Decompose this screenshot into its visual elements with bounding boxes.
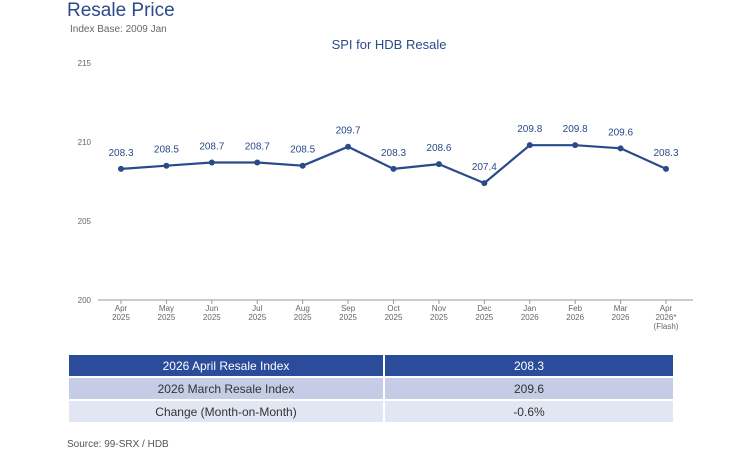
x-tick-label: 2025: [248, 313, 266, 322]
x-tick-label: 2025: [339, 313, 357, 322]
data-point: [299, 162, 306, 169]
data-point: [481, 180, 488, 187]
data-point: [163, 162, 170, 169]
x-tick-label: Nov: [432, 304, 446, 313]
x-tick-label: (Flash): [654, 322, 679, 331]
x-tick-label: 2025: [475, 313, 493, 322]
page-title: Resale Price: [67, 0, 175, 21]
data-label: 208.3: [381, 148, 406, 159]
data-point: [572, 142, 579, 149]
data-label: 208.5: [154, 145, 179, 156]
x-tick-label: 2026: [566, 313, 584, 322]
chart-title: SPI for HDB Resale: [332, 37, 447, 52]
x-tick-label: Jul: [252, 304, 262, 313]
data-point: [663, 165, 669, 172]
summary-row-change: Change (Month-on-Month) -0.6%: [69, 401, 673, 422]
x-tick-label: Mar: [614, 304, 628, 313]
data-point: [254, 159, 261, 166]
x-tick-label: 2025: [385, 313, 403, 322]
x-tick-label: 2025: [112, 313, 130, 322]
data-label: 208.7: [199, 142, 224, 153]
resale-price-line-chart: SPI for HDB Resale 200205210215Apr2025Ma…: [78, 37, 693, 331]
y-tick-label: 215: [78, 59, 92, 68]
y-tick-label: 210: [78, 138, 92, 147]
x-tick-label: Jun: [205, 304, 218, 313]
data-label: 209.8: [563, 124, 588, 135]
x-tick-label: 2026*: [656, 313, 677, 322]
summary-row-april: 2026 April Resale Index 208.3: [69, 355, 673, 376]
index-base-subtitle: Index Base: 2009 Jan: [70, 24, 167, 35]
source-note: Source: 99-SRX / HDB: [67, 439, 169, 450]
data-label: 209.6: [608, 127, 633, 138]
x-tick-label: 2025: [158, 313, 176, 322]
x-tick-label: 2026: [521, 313, 539, 322]
x-tick-label: 2025: [430, 313, 448, 322]
data-label: 208.5: [290, 145, 315, 156]
x-tick-label: Oct: [387, 304, 400, 313]
x-tick-label: Sep: [341, 304, 356, 313]
summary-label: 2026 March Resale Index: [69, 378, 383, 399]
data-label: 208.7: [245, 142, 270, 153]
summary-row-march: 2026 March Resale Index 209.6: [69, 378, 673, 399]
data-point: [435, 161, 442, 168]
data-label: 209.7: [336, 126, 361, 137]
data-point: [617, 145, 624, 152]
y-tick-label: 200: [78, 296, 92, 305]
data-point: [345, 143, 352, 150]
x-tick-label: Apr: [660, 304, 673, 313]
data-label: 208.3: [653, 148, 678, 159]
x-tick-label: 2025: [203, 313, 221, 322]
data-label: 208.6: [426, 143, 451, 154]
summary-value: 209.6: [385, 378, 673, 399]
x-tick-label: 2025: [294, 313, 312, 322]
x-tick-label: May: [159, 304, 174, 313]
x-tick-label: Aug: [296, 304, 310, 313]
data-label: 208.3: [108, 148, 133, 159]
summary-label: 2026 April Resale Index: [69, 355, 383, 376]
x-tick-label: 2026: [612, 313, 630, 322]
x-tick-label: Apr: [115, 304, 128, 313]
summary-label: Change (Month-on-Month): [69, 401, 383, 422]
summary-table: 2026 April Resale Index 208.3 2026 March…: [67, 353, 675, 424]
summary-value-change: -0.6%: [385, 401, 673, 422]
data-point: [390, 165, 397, 172]
data-label: 207.4: [472, 162, 497, 173]
summary-value: 208.3: [385, 355, 673, 376]
y-tick-label: 205: [78, 217, 92, 226]
data-label: 209.8: [517, 124, 542, 135]
x-tick-label: Jan: [523, 304, 536, 313]
x-tick-label: Dec: [477, 304, 491, 313]
data-point: [208, 159, 215, 166]
data-point: [526, 142, 533, 149]
data-point: [118, 165, 124, 172]
x-tick-label: Feb: [568, 304, 582, 313]
